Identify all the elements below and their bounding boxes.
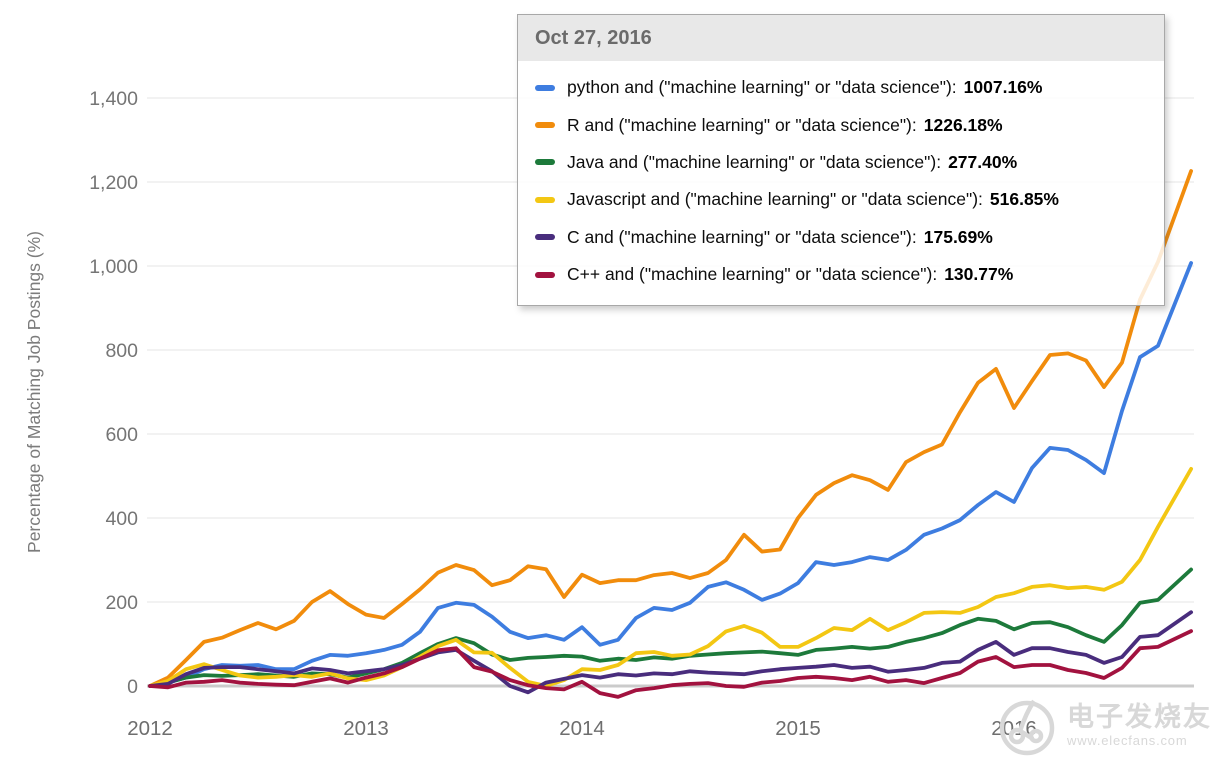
series-label: C and ("machine learning" or "data scien… xyxy=(567,226,917,247)
y-tick-label: 1,400 xyxy=(89,88,138,110)
tooltip-row-javascript: Javascript and ("machine learning" or "d… xyxy=(535,181,1147,218)
series-value: 1226.18% xyxy=(923,114,1003,135)
y-tick-label: 600 xyxy=(105,424,138,446)
series-swatch-cpp xyxy=(535,271,555,278)
series-label: C++ and ("machine learning" or "data sci… xyxy=(567,264,938,285)
series-value: 175.69% xyxy=(923,226,993,247)
series-swatch-c xyxy=(535,234,555,241)
tooltip-row-python: python and ("machine learning" or "data … xyxy=(535,69,1147,106)
series-label: R and ("machine learning" or "data scien… xyxy=(567,114,917,135)
y-axis-title: Percentage of Matching Job Postings (%) xyxy=(24,231,44,553)
y-tick-label: 800 xyxy=(105,340,138,362)
series-line-C++ xyxy=(148,629,1193,699)
x-tick-label: 2014 xyxy=(559,717,605,740)
x-tick-label: 2015 xyxy=(775,717,821,740)
x-tick-label: 2012 xyxy=(127,717,173,740)
series-swatch-python xyxy=(535,84,555,91)
tooltip-row-cpp: C++ and ("machine learning" or "data sci… xyxy=(535,256,1147,293)
tooltip-body: python and ("machine learning" or "data … xyxy=(518,61,1164,306)
series-line-C xyxy=(148,610,1193,695)
y-tick-label: 400 xyxy=(105,508,138,530)
tooltip-row-r: R and ("machine learning" or "data scien… xyxy=(535,106,1147,143)
series-value: 130.77% xyxy=(944,264,1014,285)
series-value: 1007.16% xyxy=(963,77,1043,98)
tooltip-date: Oct 27, 2016 xyxy=(518,15,1164,61)
chart-tooltip: Oct 27, 2016 python and ("machine learni… xyxy=(517,14,1165,307)
series-value: 277.40% xyxy=(948,151,1018,172)
tooltip-row-c: C and ("machine learning" or "data scien… xyxy=(535,219,1147,256)
x-tick-label: 2013 xyxy=(343,717,389,740)
y-tick-label: 1,000 xyxy=(89,256,138,278)
series-line-Javascript xyxy=(148,466,1193,688)
series-label: Javascript and ("machine learning" or "d… xyxy=(567,189,983,210)
series-swatch-javascript xyxy=(535,196,555,203)
y-tick-label: 200 xyxy=(105,592,138,614)
y-tick-label: 1,200 xyxy=(89,172,138,194)
y-tick-label: 0 xyxy=(127,676,138,698)
series-line-python xyxy=(148,261,1193,688)
x-tick-label: 2016 xyxy=(991,717,1037,740)
series-value: 516.85% xyxy=(989,189,1059,210)
tooltip-row-java: Java and ("machine learning" or "data sc… xyxy=(535,144,1147,181)
series-swatch-r xyxy=(535,122,555,129)
series-label: Java and ("machine learning" or "data sc… xyxy=(567,151,942,172)
series-swatch-java xyxy=(535,159,555,166)
series-label: python and ("machine learning" or "data … xyxy=(567,77,957,98)
series-line-R xyxy=(148,169,1193,688)
